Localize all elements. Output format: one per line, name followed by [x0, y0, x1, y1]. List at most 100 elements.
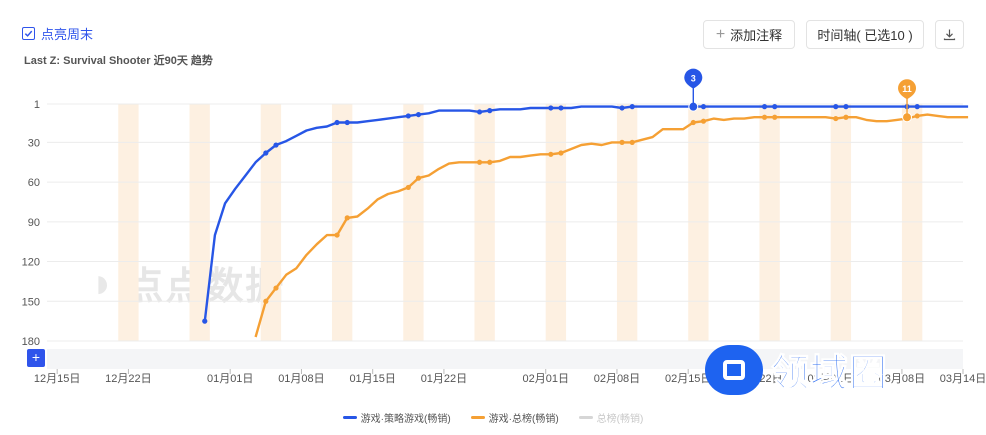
series-point — [405, 184, 411, 191]
checkbox-icon[interactable] — [22, 27, 35, 40]
navigator-plus-icon: + — [32, 349, 40, 365]
series-point — [273, 142, 279, 148]
weekend-toggle[interactable]: 点亮周末 — [22, 24, 93, 43]
watermark-brand2: 领域圈 — [705, 342, 888, 397]
weekend-band — [616, 104, 638, 341]
download-button[interactable] — [935, 20, 964, 49]
legend-swatch — [342, 416, 357, 419]
series-point — [629, 104, 635, 110]
x-tick-label: 03月14日 — [940, 373, 986, 385]
x-tick-label: 01月01日 — [207, 373, 253, 385]
series-point — [405, 113, 411, 119]
x-tick-label: 01月22日 — [421, 373, 467, 385]
legend-swatch — [470, 416, 485, 419]
series-point — [344, 119, 350, 126]
series-point — [700, 104, 707, 110]
series-point — [619, 105, 625, 111]
series-point — [548, 151, 554, 157]
x-tick-label: 02月08日 — [594, 373, 640, 385]
legend-item-series-3[interactable]: 总榜(畅销) — [578, 410, 644, 425]
chart-legend: 游戏·策略游戏(畅销) 游戏·总榜(畅销) 总榜(畅销) — [0, 410, 986, 425]
series-point — [548, 105, 554, 111]
weekend-toggle-label: 点亮周末 — [41, 27, 94, 42]
marker-label: 11 — [902, 84, 912, 94]
legend-item-series-2[interactable]: 游戏·总榜(畅销) — [470, 410, 559, 425]
series-point — [202, 318, 208, 324]
y-tick-label: 180 — [22, 336, 40, 348]
add-annotation-button[interactable]: + 添加注释 — [703, 20, 795, 49]
x-tick-label: 03月01日 — [807, 373, 853, 385]
series-point — [690, 119, 696, 126]
plus-icon: + — [715, 25, 726, 43]
x-tick-label: 12月15日 — [34, 373, 80, 385]
series-point — [334, 119, 340, 126]
series-point — [344, 215, 350, 221]
series-point — [334, 232, 340, 238]
series-point — [914, 113, 920, 119]
series-line-1 — [203, 105, 969, 322]
weekend-band — [403, 104, 424, 341]
y-tick-label: 60 — [28, 177, 40, 189]
weekend-band — [688, 104, 709, 341]
series-point — [476, 159, 483, 165]
series-point — [415, 111, 422, 118]
weekend-band — [759, 104, 780, 341]
y-tick-label: 30 — [28, 137, 40, 149]
series-point — [263, 298, 269, 304]
x-tick-label: 03月08日 — [879, 373, 925, 385]
series-point — [833, 104, 839, 110]
series-point — [629, 139, 635, 145]
weekend-band — [830, 104, 852, 341]
series-point — [487, 159, 493, 165]
timeline-label: 时间轴( 已选10 ) — [817, 28, 913, 43]
series-point — [558, 105, 564, 111]
download-icon — [943, 29, 956, 41]
y-tick-label: 120 — [22, 257, 40, 269]
series-point — [772, 114, 778, 120]
series-point — [843, 104, 849, 110]
legend-swatch — [578, 416, 593, 419]
x-tick-label: 02月01日 — [522, 373, 568, 385]
series-point — [619, 139, 625, 145]
weekend-band — [331, 104, 353, 341]
x-tick-label: 02月15日 — [665, 373, 711, 385]
timeline-button[interactable]: 时间轴( 已选10 ) — [806, 20, 924, 49]
series-point — [415, 175, 422, 181]
series-point — [833, 115, 839, 122]
y-tick-label: 90 — [28, 217, 40, 229]
watermark-brand2-icon — [705, 344, 763, 395]
weekend-band — [260, 104, 282, 341]
series-point — [914, 104, 920, 110]
legend-item-series-1[interactable]: 游戏·策略游戏(畅销) — [342, 410, 451, 425]
navigator-plus-button — [27, 349, 45, 367]
series-line-2 — [254, 113, 969, 338]
series-point — [761, 114, 768, 120]
weekend-band — [118, 104, 139, 341]
weekend-band — [901, 104, 923, 341]
series-point — [263, 150, 269, 156]
watermark-brand2-text: 领域圈 — [770, 353, 889, 396]
series-point — [843, 114, 849, 120]
add-annotation-label: 添加注释 — [730, 28, 783, 43]
x-tick-label: 01月08日 — [278, 373, 324, 385]
series-point — [476, 109, 483, 115]
series-point — [772, 104, 778, 110]
series-point — [761, 104, 768, 110]
y-tick-label: 150 — [22, 296, 40, 308]
series-point — [487, 108, 493, 114]
series-point — [558, 150, 564, 156]
series-point — [273, 285, 279, 291]
legend-label: 游戏·总榜(畅销) — [488, 414, 559, 425]
x-tick-label: 01月15日 — [349, 373, 395, 385]
marker-pin — [898, 79, 917, 100]
watermark-logo-icon: ◗ — [90, 258, 118, 306]
x-tick-label: 12月22日 — [105, 373, 151, 385]
legend-label: 总榜(畅销) — [596, 414, 644, 425]
weekend-band — [545, 104, 567, 341]
marker-label: 3 — [691, 74, 696, 84]
legend-label: 游戏·策略游戏(畅销) — [360, 414, 451, 425]
y-tick-label: 1 — [34, 99, 40, 111]
series-point — [700, 118, 707, 124]
chart-subtitle: Last Z: Survival Shooter 近90天 趋势 — [24, 55, 213, 67]
marker-pin — [684, 68, 703, 89]
